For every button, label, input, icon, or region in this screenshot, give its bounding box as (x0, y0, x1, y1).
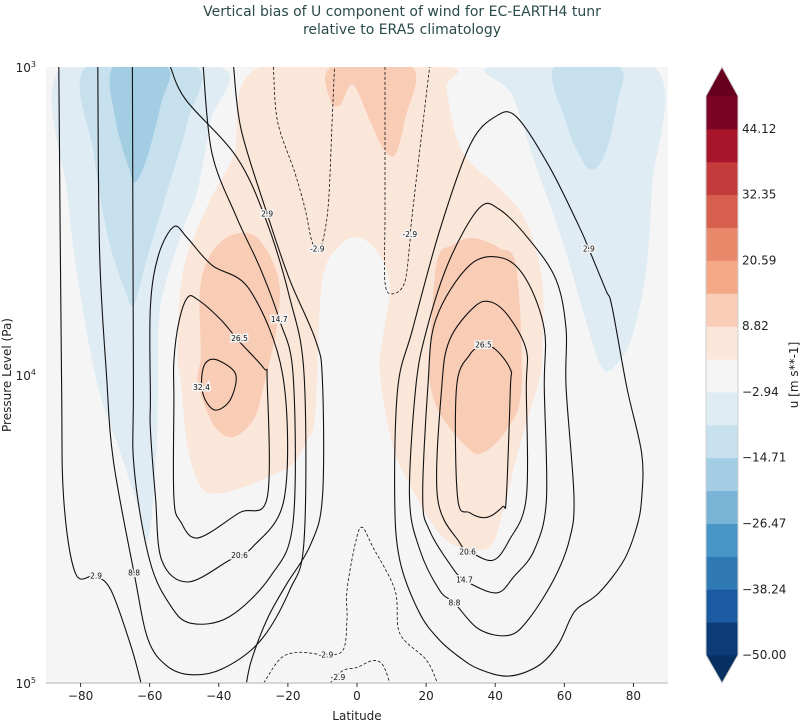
contour-line (131, 67, 296, 625)
filled-region (79, 67, 203, 306)
contour-line (200, 358, 237, 411)
filled-region (197, 232, 280, 438)
contour-line (394, 111, 644, 677)
y-tick-label: 103 (16, 60, 36, 75)
colorbar-extend-min (706, 655, 738, 683)
colorbar-segment (706, 96, 738, 130)
colorbar-segment (706, 523, 738, 557)
colorbar-segment (706, 457, 738, 492)
x-tick-label: 60 (557, 689, 572, 703)
contour-line (408, 202, 575, 637)
contour-label: 2.9 (583, 245, 595, 254)
x-axis-label: Latitude (332, 709, 381, 723)
colorbar-segment (706, 556, 738, 590)
contour-label: 20.6 (459, 547, 476, 556)
colorbar-tick-label: 20.59 (742, 253, 776, 267)
colorbar-segment (706, 128, 738, 163)
x-tick-label: 80 (626, 689, 641, 703)
colorbar-segment (706, 293, 738, 327)
contour-label: 8.8 (128, 569, 140, 578)
filled-region (51, 67, 230, 541)
colorbar-segment (706, 490, 738, 524)
filled-region (428, 237, 522, 455)
contour-label: 8.8 (448, 599, 460, 608)
colorbar-segment (706, 424, 738, 459)
colorbar-tick-label: 44.12 (742, 122, 776, 136)
contour-label: -2.9 (310, 245, 325, 254)
filled-region (109, 67, 171, 183)
filled-region (551, 67, 624, 171)
contour-label: 20.6 (231, 551, 248, 560)
x-tick-label: 40 (488, 689, 503, 703)
y-ticks: 103 104 105 (16, 60, 36, 691)
contour-label: -2.9 (319, 650, 334, 659)
contour-label: 32.4 (193, 383, 210, 392)
contour-label: 14.7 (456, 575, 473, 584)
colorbar-segment (706, 260, 738, 294)
colorbar-segment (706, 326, 738, 360)
filled-region (484, 67, 666, 372)
colorbar-segment (706, 194, 738, 229)
colorbar-segment (706, 391, 738, 426)
y-axis-label: Pressure Level (Pa) (0, 318, 14, 432)
colorbar-tick-label: −50.00 (742, 648, 786, 662)
contour-label: -2.9 (403, 230, 418, 239)
x-tick-label: −20 (275, 689, 300, 703)
colorbar-outline (705, 65, 739, 685)
contour-line (422, 255, 548, 594)
contour-label: -2.9 (331, 673, 346, 682)
colorbar-tick-label: −38.24 (742, 582, 786, 596)
x-tick-label: −60 (137, 689, 162, 703)
contour-line (97, 67, 307, 676)
contour-label: 2.9 (90, 572, 102, 581)
colorbar-segment (706, 589, 738, 623)
colorbar-label: u [m s**-1] (787, 342, 801, 409)
x-tick-label: 0 (353, 689, 361, 703)
chart-title-line-1: Vertical bias of U component of wind for… (203, 4, 601, 20)
colorbar-segment (706, 359, 738, 393)
colorbar-segment (706, 622, 738, 656)
colorbar-tick-label: −26.47 (742, 516, 786, 530)
contour-line (172, 295, 270, 539)
contour-line (263, 526, 438, 683)
y-tick-label: 104 (16, 368, 36, 383)
colorbar-tick-label: −14.71 (742, 451, 786, 465)
colorbar-tick-label: 8.82 (742, 319, 769, 333)
x-tick-label: −40 (206, 689, 231, 703)
colorbar-segment (706, 161, 738, 196)
contour-line (384, 67, 430, 295)
contour-line (233, 67, 325, 683)
colorbar-extend-max (706, 67, 738, 96)
colorbar-tick-label: 32.35 (742, 188, 776, 202)
colorbar: −50.00 −38.24 −26.47 −14.71 −2.94 8.82 20.59 32… (705, 65, 786, 685)
contour-line (149, 225, 289, 583)
contour-line (436, 300, 529, 562)
chart-title-line-2: relative to ERA5 climatology (303, 22, 501, 38)
contour-line (454, 344, 513, 519)
contour-label: 14.7 (271, 315, 288, 324)
colorbar-segment (706, 227, 738, 261)
y-tick-label: 105 (16, 676, 36, 691)
contour-label: 2.9 (261, 209, 273, 218)
x-ticks: −80 −60 −40 −20 0 20 40 60 80 (68, 683, 641, 703)
contour-labels: 32.4 26.5 20.6 14.7 8.8 2.9 2.9 -2.9 -2.9 -2.9 -2.… (89, 208, 597, 684)
colorbar-tick-label: −2.94 (742, 385, 779, 399)
contour-label: 26.5 (475, 341, 492, 350)
contour-line (329, 660, 391, 683)
contour-line (58, 67, 142, 683)
contour-label: 26.5 (231, 334, 248, 343)
filled-region (325, 67, 417, 157)
x-tick-label: −80 (68, 689, 93, 703)
x-tick-label: 20 (418, 689, 433, 703)
contour-lines (58, 67, 644, 683)
